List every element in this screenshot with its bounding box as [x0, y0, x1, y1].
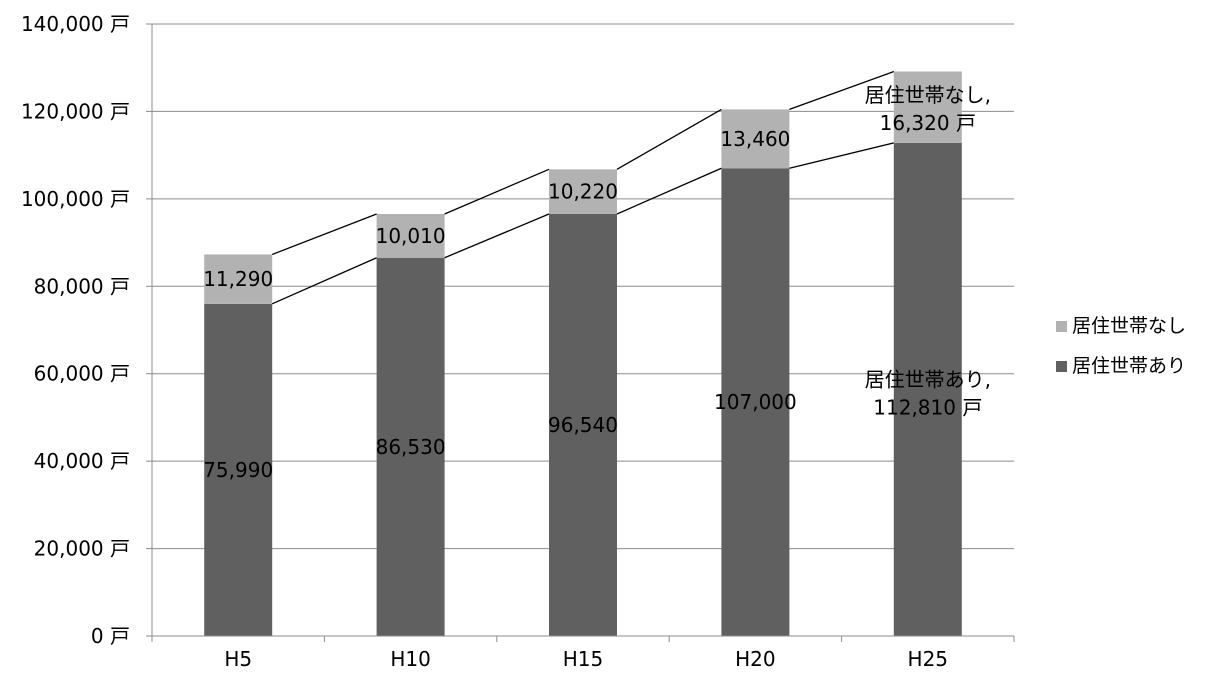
x-tick-label: H15: [563, 647, 604, 671]
y-tick-label: 60,000 戸: [34, 362, 130, 386]
bar-with-residents: [721, 168, 790, 636]
legend-label: 居住世帯あり: [1072, 355, 1186, 377]
data-label-without-residents: 10,220: [548, 180, 618, 204]
data-label-with-residents: 107,000: [714, 390, 797, 414]
y-tick-label: 140,000 戸: [21, 12, 130, 36]
y-tick-label: 0 戸: [91, 624, 130, 648]
legend-swatch: [1056, 321, 1067, 332]
y-tick-label: 80,000 戸: [34, 274, 130, 298]
x-tick-label: H10: [390, 647, 431, 671]
series-line-without-residents: [444, 168, 550, 215]
bar-without-residents: [549, 169, 617, 214]
bar-without-residents: [204, 254, 273, 304]
bar-without-residents: [893, 71, 962, 143]
data-label-with-residents: 96,540: [548, 413, 618, 437]
y-tick-label: 20,000 戸: [34, 537, 130, 561]
axes: 0 戸 20,000 戸 40,000 戸 60,000 戸 80,000 戸 100,0…: [21, 12, 1015, 671]
bar-with-residents: [549, 213, 617, 636]
data-label-with-residents: 112,810 戸: [873, 395, 982, 419]
data-label-series-name: 居住世帯あり,: [865, 367, 991, 391]
series-line-without-residents: [271, 213, 377, 256]
bars: [204, 71, 962, 637]
y-tick-label: 40,000 戸: [34, 449, 130, 473]
x-tick-label: H5: [224, 647, 252, 671]
series-line-with-residents: [444, 213, 550, 259]
x-tick-label: H20: [735, 647, 776, 671]
bar-with-residents: [376, 257, 445, 636]
data-label-without-residents: 11,290: [203, 267, 273, 291]
series-line-with-residents: [271, 257, 377, 305]
series-lines: [271, 70, 895, 305]
data-label-without-residents: 13,460: [720, 127, 790, 151]
data-label-with-residents: 75,990: [203, 458, 273, 482]
bar-without-residents: [376, 213, 445, 258]
y-tick-label: 100,000 戸: [21, 187, 130, 211]
data-label-without-residents: 10,010: [376, 224, 446, 248]
series-line-without-residents: [789, 70, 895, 111]
x-tick-label: H25: [908, 647, 949, 671]
bar-without-residents: [721, 109, 790, 169]
bar-with-residents: [204, 303, 273, 636]
series-line-without-residents: [616, 108, 722, 170]
bar-with-residents: [893, 142, 962, 637]
data-label-with-residents: 86,530: [376, 435, 446, 459]
data-label-without-residents: 16,320 戸: [880, 111, 976, 135]
legend-label: 居住世帯なし: [1072, 315, 1186, 337]
series-line-with-residents: [789, 142, 894, 169]
data-label-series-name: 居住世帯なし,: [865, 83, 991, 107]
series-line-with-residents: [616, 167, 722, 215]
data-labels: 75,990 11,290 86,530 10,010 96,540 10,220 107,…: [203, 83, 991, 482]
legend-swatch: [1056, 361, 1067, 372]
y-tick-label: 120,000 戸: [21, 99, 130, 123]
